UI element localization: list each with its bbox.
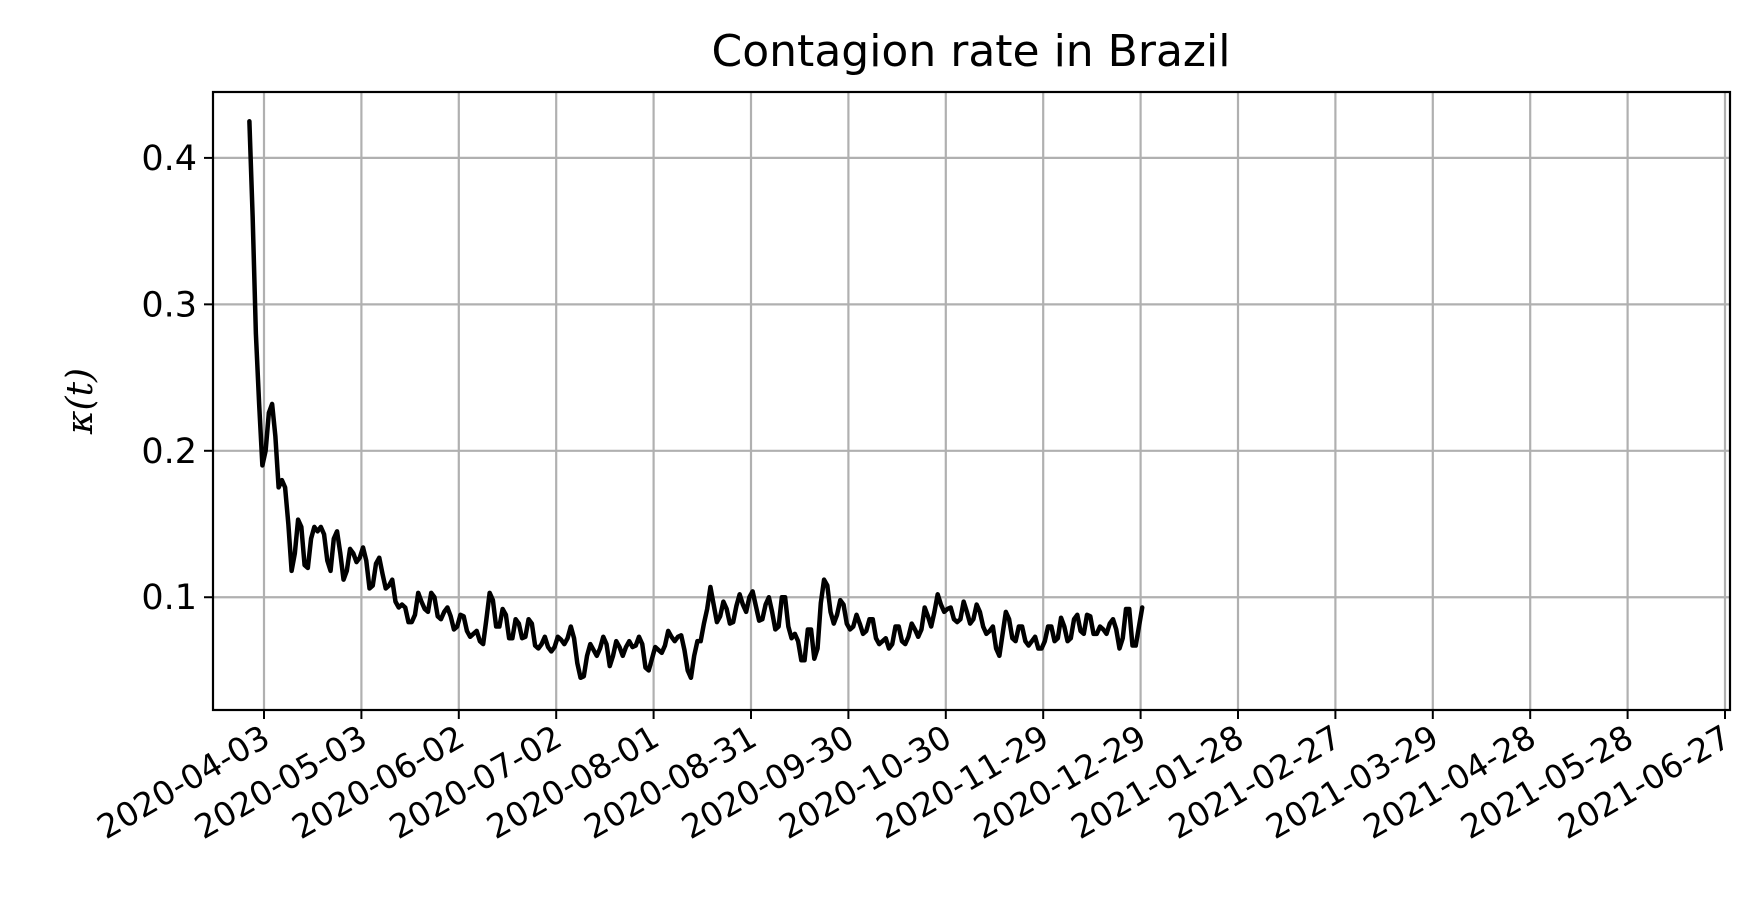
chart-title: Contagion rate in Brazil [712, 26, 1231, 77]
series-line-kappa [247, 119, 1145, 681]
y-tick-label: 0.4 [141, 139, 197, 179]
series-layer [247, 119, 1145, 681]
y-tick-label: 0.1 [141, 578, 197, 618]
ticks [204, 156, 1726, 719]
tick-labels: 0.10.20.30.42020-04-032020-05-032020-06-… [90, 139, 1737, 847]
y-axis-label: κ(t) [60, 368, 101, 435]
y-tick-label: 0.3 [141, 285, 197, 325]
plot-frame [211, 90, 1732, 712]
y-tick-label: 0.2 [141, 432, 197, 472]
